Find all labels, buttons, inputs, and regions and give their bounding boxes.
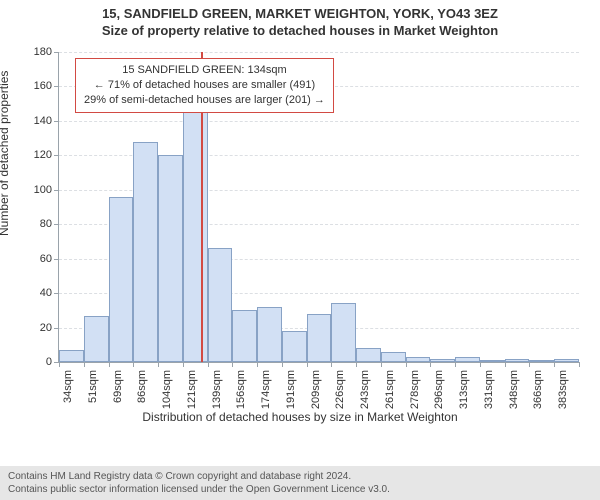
ytick-mark: [54, 121, 59, 122]
xtick-label: 278sqm: [409, 370, 421, 416]
xtick-mark: [257, 362, 258, 367]
xtick-label: 348sqm: [508, 370, 520, 416]
xtick-label: 86sqm: [136, 370, 148, 416]
xtick-label: 261sqm: [384, 370, 396, 416]
reference-callout: 15 SANDFIELD GREEN: 134sqm ← 71% of deta…: [75, 58, 334, 113]
xtick-label: 69sqm: [112, 370, 124, 416]
ytick-label: 60: [24, 253, 52, 265]
xtick-label: 383sqm: [557, 370, 569, 416]
histogram-bar: [331, 303, 356, 362]
ytick-label: 40: [24, 287, 52, 299]
xtick-mark: [430, 362, 431, 367]
y-axis-label: Number of detached properties: [0, 71, 11, 236]
page-title-subtitle: Size of property relative to detached ho…: [0, 21, 600, 38]
ytick-mark: [54, 52, 59, 53]
xtick-mark: [208, 362, 209, 367]
histogram-bar: [109, 197, 134, 362]
callout-line3: 29% of semi-detached houses are larger (…: [84, 93, 325, 108]
xtick-mark: [480, 362, 481, 367]
xtick-mark: [307, 362, 308, 367]
ytick-label: 140: [24, 115, 52, 127]
ytick-label: 80: [24, 218, 52, 230]
xtick-mark: [158, 362, 159, 367]
histogram-bar: [381, 352, 406, 362]
xtick-mark: [133, 362, 134, 367]
ytick-mark: [54, 259, 59, 260]
gridline: [59, 52, 579, 53]
xtick-label: 174sqm: [260, 370, 272, 416]
histogram-bar: [158, 155, 183, 362]
xtick-label: 366sqm: [532, 370, 544, 416]
footer-line1: Contains HM Land Registry data © Crown c…: [8, 470, 592, 483]
xtick-mark: [505, 362, 506, 367]
ytick-label: 0: [24, 356, 52, 368]
xtick-label: 51sqm: [87, 370, 99, 416]
ytick-mark: [54, 155, 59, 156]
xtick-mark: [331, 362, 332, 367]
xtick-label: 243sqm: [359, 370, 371, 416]
histogram-bar: [307, 314, 332, 362]
ytick-mark: [54, 328, 59, 329]
xtick-mark: [406, 362, 407, 367]
callout-line1: 15 SANDFIELD GREEN: 134sqm: [84, 63, 325, 78]
ytick-mark: [54, 293, 59, 294]
histogram-bar: [529, 360, 554, 362]
histogram-bar: [183, 100, 208, 362]
xtick-mark: [554, 362, 555, 367]
xtick-label: 191sqm: [285, 370, 297, 416]
ytick-label: 180: [24, 46, 52, 58]
ytick-mark: [54, 86, 59, 87]
xtick-mark: [183, 362, 184, 367]
ytick-mark: [54, 190, 59, 191]
plot-area: 15 SANDFIELD GREEN: 134sqm ← 71% of deta…: [58, 52, 579, 363]
ytick-label: 120: [24, 149, 52, 161]
xtick-mark: [282, 362, 283, 367]
histogram-bar: [480, 360, 505, 362]
chart: Number of detached properties 15 SANDFIE…: [0, 46, 600, 426]
title-block: 15, SANDFIELD GREEN, MARKET WEIGHTON, YO…: [0, 0, 600, 38]
ytick-mark: [54, 224, 59, 225]
histogram-bar: [406, 357, 431, 362]
histogram-bar: [208, 248, 233, 362]
page-title-address: 15, SANDFIELD GREEN, MARKET WEIGHTON, YO…: [0, 0, 600, 21]
histogram-bar: [232, 310, 257, 362]
xtick-mark: [84, 362, 85, 367]
histogram-bar: [554, 359, 579, 362]
histogram-bar: [505, 359, 530, 362]
xtick-label: 331sqm: [483, 370, 495, 416]
histogram-bar: [133, 142, 158, 362]
footer-line2: Contains public sector information licen…: [8, 483, 592, 496]
histogram-bar: [282, 331, 307, 362]
xtick-label: 121sqm: [186, 370, 198, 416]
xtick-label: 156sqm: [235, 370, 247, 416]
xtick-label: 104sqm: [161, 370, 173, 416]
gridline: [59, 121, 579, 122]
ytick-label: 20: [24, 322, 52, 334]
xtick-label: 209sqm: [310, 370, 322, 416]
histogram-bar: [257, 307, 282, 362]
xtick-mark: [109, 362, 110, 367]
histogram-bar: [84, 316, 109, 363]
xtick-label: 313sqm: [458, 370, 470, 416]
xtick-mark: [59, 362, 60, 367]
xtick-label: 226sqm: [334, 370, 346, 416]
callout-line2: ← 71% of detached houses are smaller (49…: [84, 78, 325, 93]
ytick-label: 160: [24, 80, 52, 92]
xtick-mark: [455, 362, 456, 367]
xtick-label: 296sqm: [433, 370, 445, 416]
xtick-mark: [529, 362, 530, 367]
histogram-bar: [455, 357, 480, 362]
histogram-bar: [430, 359, 455, 362]
attribution-footer: Contains HM Land Registry data © Crown c…: [0, 466, 600, 500]
xtick-mark: [356, 362, 357, 367]
xtick-mark: [579, 362, 580, 367]
xtick-mark: [381, 362, 382, 367]
ytick-label: 100: [24, 184, 52, 196]
histogram-bar: [356, 348, 381, 362]
xtick-mark: [232, 362, 233, 367]
xtick-label: 34sqm: [62, 370, 74, 416]
xtick-label: 139sqm: [211, 370, 223, 416]
histogram-bar: [59, 350, 84, 362]
